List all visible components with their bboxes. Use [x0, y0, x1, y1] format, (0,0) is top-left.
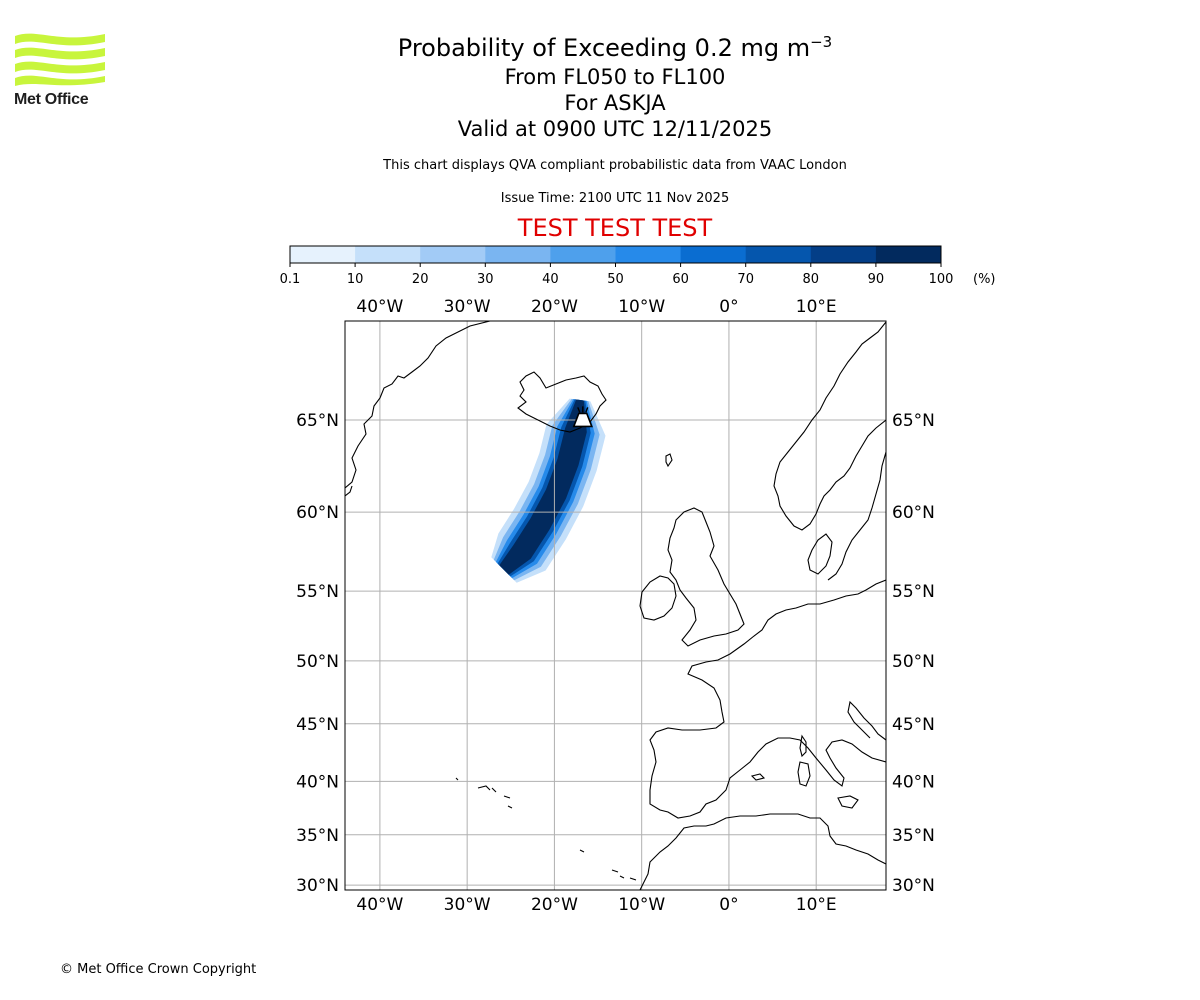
coast-north-africa	[639, 813, 886, 890]
coast-corsica	[799, 734, 807, 758]
colorbar-segment	[745, 246, 812, 263]
met-office-logo: Met Office	[12, 28, 112, 114]
coast-scandinavia	[773, 321, 886, 531]
colorbar-segment	[875, 246, 942, 263]
colorbar-tick-label: 80	[803, 272, 820, 287]
latitude-label: 30°N	[892, 876, 935, 896]
coast-adriatic	[847, 700, 886, 741]
longitude-label: 20°W	[531, 895, 578, 915]
longitude-label: 10°E	[796, 297, 837, 317]
coast-greenland-south	[345, 485, 353, 497]
longitude-label: 40°W	[356, 895, 403, 915]
plume-probability-band	[499, 399, 587, 575]
latitude-label: 65°N	[892, 411, 935, 431]
longitude-label: 10°W	[618, 297, 665, 317]
colorbar-segment	[420, 246, 486, 263]
colorbar-tick-label: 70	[737, 272, 754, 287]
colorbar-tick-label: 40	[542, 272, 559, 287]
coast-faroe	[665, 453, 673, 468]
latitude-label: 40°N	[892, 772, 935, 792]
volcano-icon	[572, 412, 593, 428]
axis-labels: 40°W 40°W 30°W 30°W 20°W 20°W 10°W 10°W 0° 0° 10°E…	[296, 297, 935, 915]
latitude-label: 45°N	[892, 715, 935, 735]
longitude-label: 10°E	[796, 895, 837, 915]
coast-balearics	[750, 773, 766, 781]
latitude-label: 50°N	[892, 652, 935, 672]
colorbar-tick-label: 30	[477, 272, 494, 287]
coast-iceland	[517, 371, 607, 433]
latitude-label: 30°N	[296, 876, 339, 896]
latitude-label: 55°N	[892, 582, 935, 602]
chart-title: Probability of Exceeding 0.2 mg m−3	[397, 33, 833, 62]
ash-probability-plume	[491, 398, 606, 583]
colorbar-ticks: 0.1 10 20 30 40 50 60 70 80 90 100	[280, 263, 954, 287]
coast-ireland	[639, 575, 677, 621]
colorbar-tick-label: 10	[347, 272, 364, 287]
copyright: © Met Office Crown Copyright	[60, 962, 257, 977]
colorbar-tick-label: 0.1	[280, 272, 301, 287]
test-banner: TEST TEST TEST	[517, 214, 713, 242]
longitude-label: 20°W	[531, 297, 578, 317]
colorbar-segment	[355, 246, 421, 263]
colorbar-tick-label: 60	[672, 272, 689, 287]
colorbar-segment	[485, 246, 551, 263]
map-frame	[344, 320, 887, 891]
colorbar-tick-label: 20	[412, 272, 429, 287]
longitude-label: 30°W	[444, 895, 491, 915]
longitude-label: 10°W	[618, 895, 665, 915]
coast-sardinia	[797, 761, 811, 787]
longitude-label: 0°	[719, 895, 738, 915]
coast-great-britain	[667, 507, 745, 647]
colorbar-segment	[680, 246, 747, 263]
met-office-waves-icon	[15, 33, 105, 86]
coast-canaries	[579, 849, 637, 881]
colorbar-tick-label: 100	[929, 272, 954, 287]
coast-azores	[455, 777, 513, 809]
latitude-label: 45°N	[296, 715, 339, 735]
colorbar-segment	[615, 246, 682, 263]
coast-denmark	[807, 533, 833, 575]
latitude-label: 60°N	[892, 503, 935, 523]
latitude-label: 55°N	[296, 582, 339, 602]
coast-europe	[649, 579, 886, 819]
latitude-label: 35°N	[892, 826, 935, 846]
coastlines	[345, 321, 886, 890]
colorbar-tick-label: 50	[607, 272, 624, 287]
chart-description: This chart displays QVA compliant probab…	[383, 158, 847, 173]
map-area	[345, 321, 886, 890]
colorbar	[289, 245, 942, 264]
volcano-name: For ASKJA	[564, 91, 666, 115]
flight-level-range: From FL050 to FL100	[504, 65, 726, 89]
colorbar-segment	[810, 246, 877, 263]
latitude-label: 35°N	[296, 826, 339, 846]
latitude-label: 65°N	[296, 411, 339, 431]
colorbar-segment	[290, 246, 356, 263]
longitude-label: 0°	[719, 297, 738, 317]
coast-sweden-east	[827, 451, 886, 581]
coast-sicily	[837, 795, 859, 809]
latitude-label: 40°N	[296, 772, 339, 792]
graticule	[345, 321, 886, 890]
colorbar-unit: (%)	[973, 272, 996, 287]
valid-time: Valid at 0900 UTC 12/11/2025	[457, 117, 773, 141]
latitude-label: 60°N	[296, 503, 339, 523]
logo-text: Met Office	[14, 91, 89, 108]
longitude-label: 40°W	[356, 297, 403, 317]
colorbar-segment	[550, 246, 616, 263]
colorbar-tick-label: 90	[868, 272, 885, 287]
coast-greenland	[345, 321, 491, 489]
issue-time: Issue Time: 2100 UTC 11 Nov 2025	[500, 191, 730, 206]
volcano-marker	[572, 406, 593, 428]
longitude-label: 30°W	[444, 297, 491, 317]
chart-title-block: Probability of Exceeding 0.2 mg m−3 From…	[315, 26, 915, 142]
latitude-label: 50°N	[296, 652, 339, 672]
